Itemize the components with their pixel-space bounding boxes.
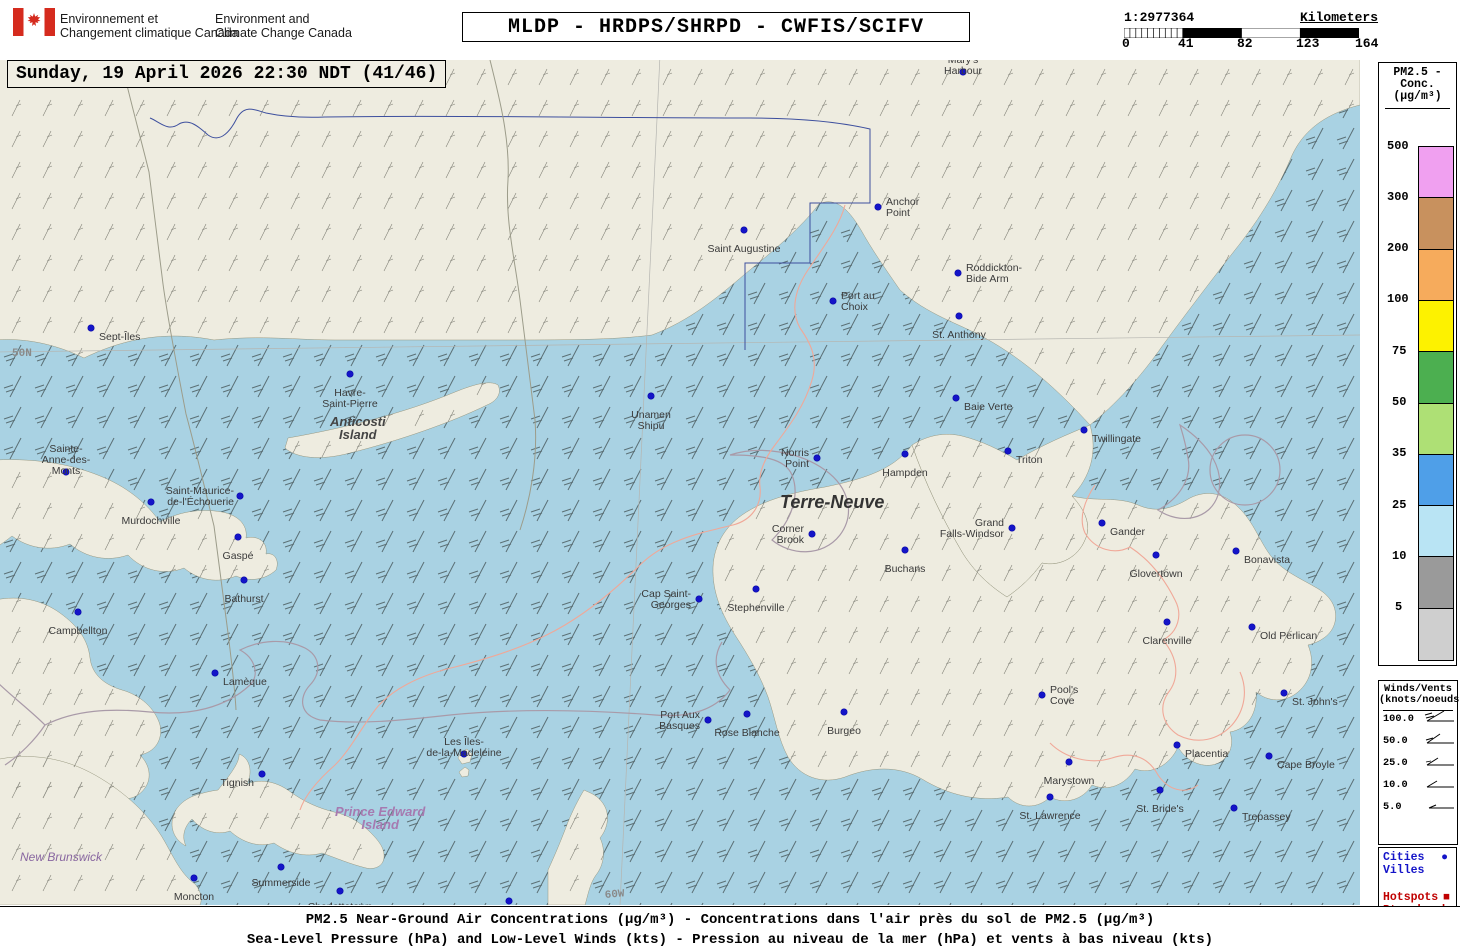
svg-text:50N: 50N bbox=[12, 348, 32, 360]
svg-text:60W: 60W bbox=[604, 888, 625, 902]
